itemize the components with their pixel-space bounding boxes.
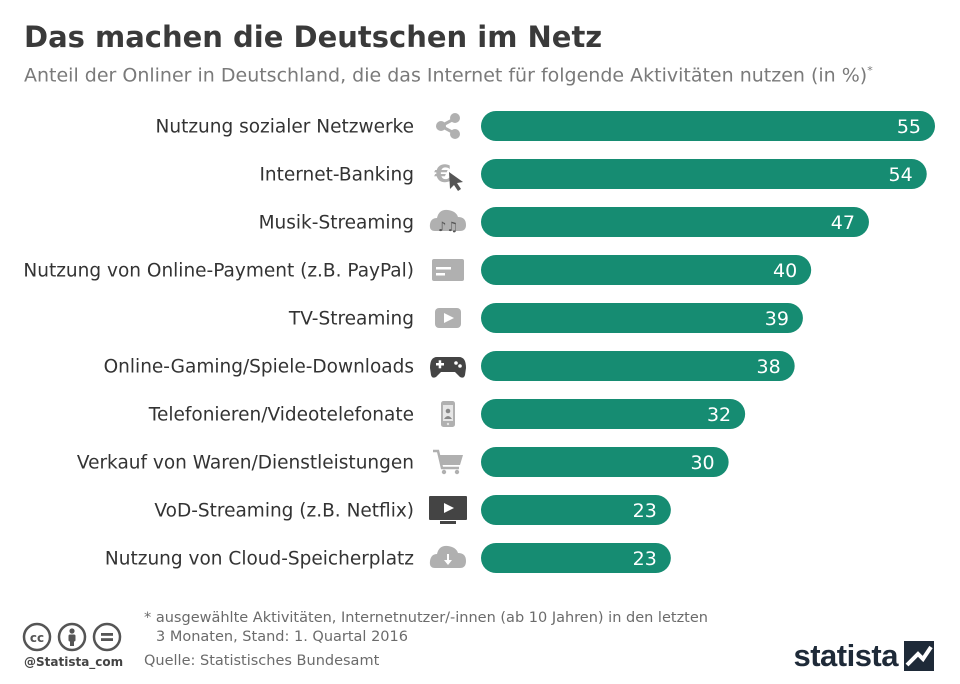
nd-icon (92, 622, 122, 652)
bar (481, 399, 746, 429)
statista-mark-icon (904, 641, 934, 671)
bar-row: Nutzung von Cloud-Speicherplatz 23 (105, 543, 671, 573)
data-label: 38 (756, 356, 780, 378)
music-cloud-icon: ♪♫ (429, 209, 466, 235)
bar-row: Verkauf von Waren/Dienstleistungen 30 (77, 447, 729, 477)
source-note: Quelle: Statistisches Bundesamt (144, 653, 380, 669)
data-label: 54 (889, 164, 913, 186)
bar-row: TV-Streaming 39 (288, 303, 803, 333)
bar-row: Internet-Banking €54 (259, 159, 927, 191)
footnote-line-2: 3 Monaten, Stand: 1. Quartal 2016 (156, 629, 408, 645)
bar (481, 303, 803, 333)
bar-row: Online-Gaming/Spiele-Downloads 38 (104, 351, 795, 381)
bar (481, 447, 729, 477)
category-label: VoD-Streaming (z.B. Netflix) (154, 501, 414, 522)
chart-subtitle: Anteil der Onliner in Deutschland, die d… (24, 64, 873, 86)
smartphone-icon (441, 401, 455, 427)
category-label: Nutzung von Online-Payment (z.B. PayPal) (23, 261, 414, 282)
footnote: * ausgewählte Aktivitäten, Internetnutze… (144, 609, 708, 647)
bar-row: Musik-Streaming ♪♫ 47 (259, 207, 869, 237)
data-label: 30 (690, 452, 714, 474)
bar (481, 159, 927, 189)
svg-text:€: € (434, 160, 452, 188)
category-label: Nutzung sozialer Netzwerke (156, 117, 415, 138)
play-button-icon (435, 308, 461, 328)
bar (481, 495, 671, 525)
bar-row: Nutzung von Online-Payment (z.B. PayPal)… (23, 255, 812, 285)
bar (481, 351, 795, 381)
category-label: Verkauf von Waren/Dienstleistungen (77, 453, 414, 474)
cloud-download-icon (429, 545, 466, 568)
credit-card-icon (432, 259, 464, 281)
euro-cursor-icon: € (434, 160, 463, 191)
statista-credit: @Statista_com (24, 655, 124, 669)
data-label: 47 (831, 212, 855, 234)
bar (481, 543, 671, 573)
bar (481, 207, 869, 237)
data-label: 23 (633, 500, 657, 522)
category-label: Telefonieren/Videotelefonate (148, 405, 414, 426)
by-icon (57, 622, 87, 652)
footnote-line-1: * ausgewählte Aktivitäten, Internetnutze… (144, 610, 708, 626)
shopping-cart-icon (433, 449, 463, 475)
bar-chart: Nutzung sozialer Netzwerke 55 Internet-Ban… (23, 111, 935, 573)
data-label: 55 (897, 116, 921, 138)
data-label: 39 (765, 308, 789, 330)
subtitle-footnote-mark: * (867, 64, 873, 77)
bar (481, 111, 935, 141)
category-label: Internet-Banking (259, 165, 414, 186)
tv-play-icon (429, 496, 467, 524)
license-icons: cc (22, 622, 122, 652)
chart-title: Das machen die Deutschen im Netz (24, 20, 603, 54)
bar-row: Nutzung sozialer Netzwerke 55 (156, 111, 935, 141)
share-icon (436, 113, 460, 139)
bar-row: VoD-Streaming (z.B. Netflix) 23 (154, 495, 671, 525)
logo-text: statista (793, 638, 898, 673)
subtitle-text: Anteil der Onliner in Deutschland, die d… (24, 64, 868, 87)
svg-text:cc: cc (30, 631, 44, 645)
cc-icon: cc (22, 622, 52, 652)
category-label: Nutzung von Cloud-Speicherplatz (105, 549, 414, 570)
category-label: Online-Gaming/Spiele-Downloads (104, 357, 414, 378)
data-label: 40 (773, 260, 797, 282)
category-label: TV-Streaming (288, 309, 414, 330)
bar (481, 255, 812, 285)
statista-logo: statista (793, 638, 934, 674)
data-label: 23 (633, 548, 657, 570)
gamepad-icon (430, 357, 466, 378)
bar-row: Telefonieren/Videotelefonate 32 (148, 399, 746, 429)
category-label: Musik-Streaming (259, 213, 414, 234)
svg-text:♪♫: ♪♫ (438, 220, 458, 235)
data-label: 32 (707, 404, 731, 426)
